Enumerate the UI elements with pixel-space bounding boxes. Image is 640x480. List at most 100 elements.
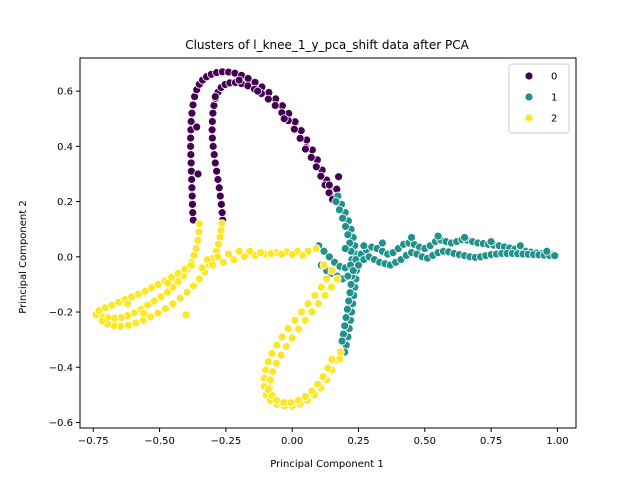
cluster-1-point <box>319 246 329 256</box>
cluster-2-point <box>194 274 204 284</box>
x-tick-label: 0.75 <box>480 436 502 447</box>
cluster-2-point <box>314 299 323 309</box>
cluster-2-point <box>163 278 172 288</box>
cluster-1-point <box>335 205 344 215</box>
cluster-0-point <box>187 108 197 118</box>
chart-title: Clusters of l_knee_1_y_pca_shift data af… <box>185 38 469 52</box>
cluster-1-point <box>515 241 525 251</box>
cluster-2-point <box>297 307 306 317</box>
cluster-2-point <box>313 379 323 389</box>
x-tick-label: 1.00 <box>546 436 568 447</box>
cluster-1-point <box>342 304 352 314</box>
cluster-0-point <box>210 92 220 102</box>
cluster-0-point <box>324 180 334 190</box>
cluster-1-point <box>331 197 341 206</box>
cluster-0-point <box>209 150 219 160</box>
cluster-2-point <box>294 395 303 405</box>
cluster-0-point <box>216 199 226 209</box>
cluster-2-point <box>140 286 150 296</box>
cluster-2-point <box>307 307 317 317</box>
cluster-0-point <box>187 183 197 193</box>
cluster-1-point <box>344 296 354 306</box>
cluster-1-point <box>338 213 347 223</box>
cluster-2-point <box>193 235 203 245</box>
cluster-1-point <box>407 233 416 242</box>
cluster-0-point <box>209 101 219 110</box>
cluster-2-point <box>335 354 345 364</box>
cluster-0-point <box>186 158 196 168</box>
cluster-2-point <box>319 260 329 270</box>
cluster-2-point <box>131 318 141 328</box>
cluster-0-point <box>311 162 321 172</box>
cluster-0-point <box>295 133 305 143</box>
cluster-2-point <box>197 263 207 273</box>
cluster-0-point <box>234 75 244 85</box>
cluster-2-point <box>156 292 166 302</box>
cluster-2-point <box>146 312 155 322</box>
cluster-2-point <box>255 248 265 258</box>
cluster-2-point <box>181 310 191 320</box>
cluster-1-point <box>345 288 355 298</box>
cluster-0-point <box>301 144 310 154</box>
cluster-0-point <box>279 114 289 124</box>
cluster-2-point <box>300 315 310 325</box>
cluster-2-series <box>91 219 345 411</box>
cluster-2-point <box>161 304 170 314</box>
cluster-2-point <box>240 252 249 262</box>
cluster-0-point <box>207 133 217 143</box>
y-axis-label: Principal Component 2 <box>18 200 29 313</box>
cluster-2-point <box>298 251 308 260</box>
cluster-1-point <box>348 266 358 276</box>
cluster-0-point <box>253 86 263 96</box>
cluster-0-point <box>334 172 344 182</box>
cluster-0-point <box>193 169 203 179</box>
cluster-0-point <box>207 117 217 126</box>
cluster-0-point <box>187 191 197 201</box>
cluster-2-point <box>316 282 326 292</box>
cluster-2-point <box>163 287 172 297</box>
cluster-2-point <box>182 287 192 297</box>
cluster-1-point <box>340 244 350 253</box>
cluster-2-point <box>123 299 133 309</box>
axes: −0.75 −0.50 −0.25 0.00 0.25 0.50 0.75 1.00 −0.6… <box>49 57 577 447</box>
cluster-2-point <box>97 316 107 326</box>
cluster-2-point <box>294 324 303 334</box>
cluster-2-point <box>286 398 296 408</box>
cluster-2-point <box>310 291 320 300</box>
legend-marker-0 <box>524 71 534 81</box>
y-tick-label: 0.4 <box>57 142 73 153</box>
cluster-2-point <box>213 252 223 262</box>
cluster-2-point <box>311 244 321 253</box>
cluster-0-point <box>186 141 196 151</box>
y-tick-label: 0.6 <box>57 87 73 98</box>
cluster-2-point <box>168 299 178 309</box>
cluster-0-point <box>207 125 217 135</box>
cluster-2-point <box>189 281 198 291</box>
x-tick-label: −0.25 <box>211 436 242 447</box>
cluster-0-point <box>188 199 197 209</box>
cluster-2-point <box>180 264 190 274</box>
cluster-2-point <box>277 332 287 342</box>
cluster-2-point <box>322 274 332 284</box>
cluster-0-point <box>316 171 326 181</box>
cluster-0-point <box>210 158 220 168</box>
legend-label-2: 2 <box>551 114 557 125</box>
cluster-2-point <box>281 342 291 351</box>
legend-marker-1 <box>524 92 534 102</box>
cluster-2-point <box>224 249 233 259</box>
cluster-2-point <box>218 257 228 267</box>
cluster-1-point <box>337 336 347 346</box>
cluster-1-point <box>346 280 356 289</box>
cluster-2-point <box>194 227 204 237</box>
legend-label-0: 0 <box>551 72 557 83</box>
x-tick-label: −0.75 <box>78 436 109 447</box>
cluster-0-point <box>213 175 223 184</box>
cluster-0-point <box>186 150 196 160</box>
cluster-0-point <box>188 208 198 218</box>
cluster-2-point <box>276 350 286 360</box>
cluster-1-point <box>343 271 353 281</box>
plot-frame <box>79 57 577 429</box>
cluster-2-point <box>123 320 133 330</box>
cluster-1-point <box>340 321 350 331</box>
